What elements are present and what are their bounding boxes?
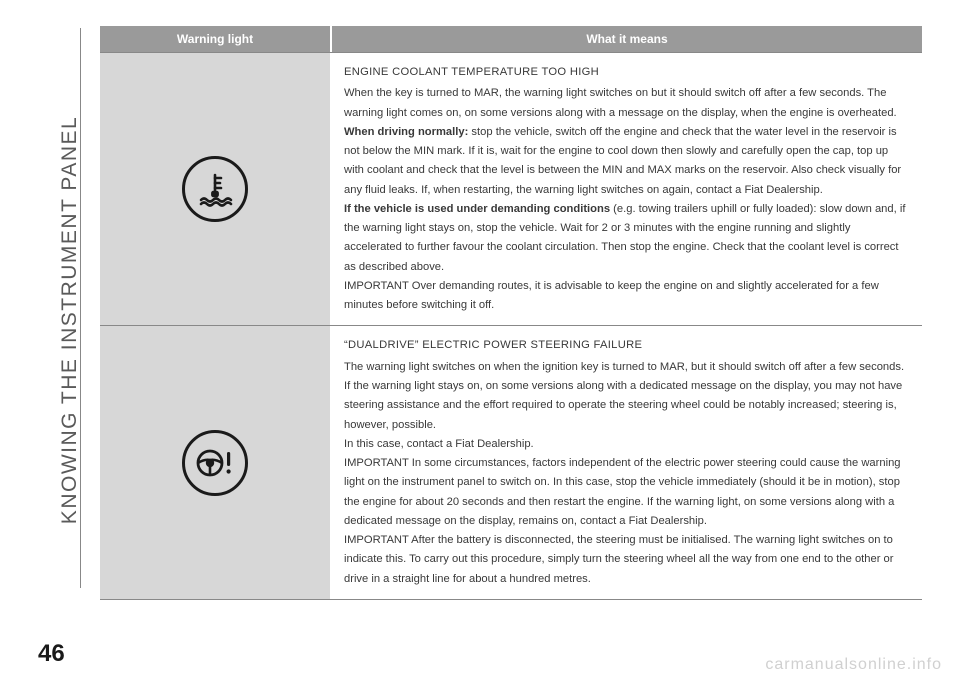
vertical-divider (80, 28, 81, 588)
paragraph: If the warning light stays on, on some v… (344, 380, 902, 431)
paragraph: IMPORTANT Over demanding routes, it is a… (344, 280, 879, 311)
warning-title: ENGINE COOLANT TEMPERATURE TOO HIGH (344, 63, 908, 82)
table-row: ENGINE COOLANT TEMPERATURE TOO HIGH When… (100, 52, 922, 325)
header-warning-light: Warning light (100, 26, 330, 52)
table-row: “DUALDRIVE” ELECTRIC POWER STEERING FAIL… (100, 325, 922, 599)
paragraph: In this case, contact a Fiat Dealership. (344, 438, 534, 450)
paragraph: When the key is turned to MAR, the warni… (344, 87, 897, 118)
table-header: Warning light What it means (100, 26, 922, 52)
section-title-vertical: KNOWING THE INSTRUMENT PANEL (58, 116, 82, 524)
coolant-temp-icon (182, 156, 248, 222)
page-number: 46 (38, 640, 65, 668)
warning-description: ENGINE COOLANT TEMPERATURE TOO HIGH When… (330, 53, 922, 325)
power-steering-icon (182, 430, 248, 496)
bold-label: When driving normally: (344, 126, 468, 138)
warning-icon-cell (100, 53, 330, 325)
warning-title: “DUALDRIVE” ELECTRIC POWER STEERING FAIL… (344, 336, 908, 355)
watermark: carmanualsonline.info (765, 656, 942, 674)
bold-label: If the vehicle is used under demanding c… (344, 203, 610, 215)
paragraph: IMPORTANT In some circumstances, factors… (344, 457, 901, 527)
header-what-it-means: What it means (330, 26, 922, 52)
paragraph: IMPORTANT After the battery is disconnec… (344, 534, 894, 585)
warning-description: “DUALDRIVE” ELECTRIC POWER STEERING FAIL… (330, 326, 922, 598)
content-table: Warning light What it means (100, 26, 922, 600)
warning-icon-cell (100, 326, 330, 598)
paragraph: The warning light switches on when the i… (344, 361, 904, 373)
